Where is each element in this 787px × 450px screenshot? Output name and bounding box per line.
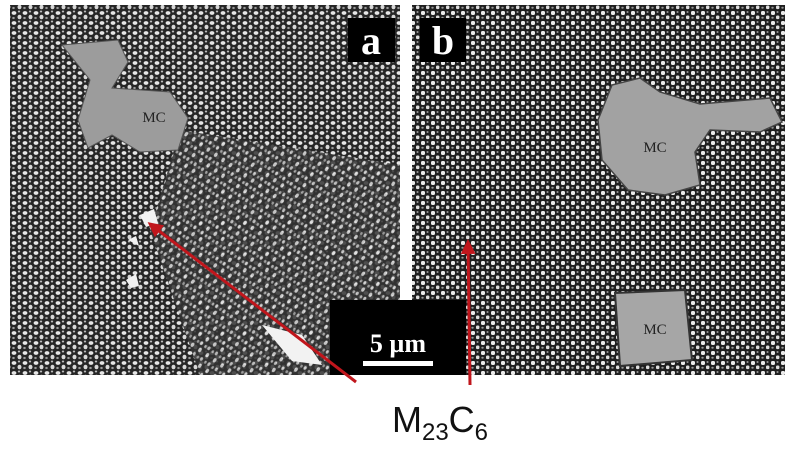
- scale-bar: [363, 361, 433, 366]
- scale-bar-label: 5 µm: [370, 329, 426, 358]
- annotation-part: M: [392, 399, 422, 440]
- panel-label: b: [432, 18, 454, 63]
- phase-label: MC: [643, 322, 666, 338]
- annotation-part: C: [449, 399, 475, 440]
- arrow: [468, 242, 470, 385]
- annotation: M23C6: [392, 399, 488, 446]
- panel-label: a: [361, 18, 381, 63]
- annotation-subscript: 6: [475, 419, 488, 446]
- phase-label: MC: [142, 110, 165, 126]
- annotation-subscript: 23: [422, 419, 449, 446]
- phase-label: MC: [643, 140, 666, 156]
- figure: MC a MC MC b 5 µm M23C6: [0, 0, 787, 450]
